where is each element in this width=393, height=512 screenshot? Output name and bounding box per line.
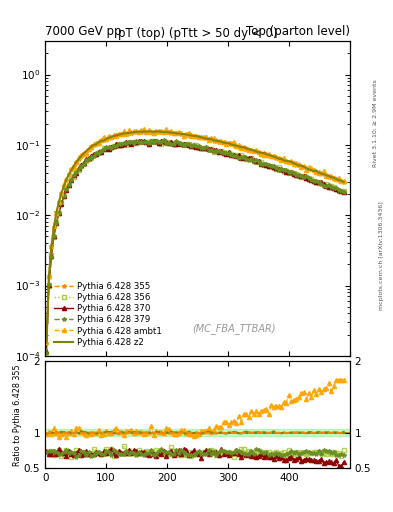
- Text: mcplots.cern.ch [arXiv:1306.3436]: mcplots.cern.ch [arXiv:1306.3436]: [380, 202, 384, 310]
- Bar: [45, 429, 350, 436]
- Legend: Pythia 6.428 355, Pythia 6.428 356, Pythia 6.428 370, Pythia 6.428 379, Pythia 6: Pythia 6.428 355, Pythia 6.428 356, Pyth…: [53, 280, 163, 348]
- Y-axis label: Ratio to Pythia 6.428 355: Ratio to Pythia 6.428 355: [13, 364, 22, 465]
- Text: Top (parton level): Top (parton level): [246, 26, 350, 38]
- Text: (MC_FBA_TTBAR): (MC_FBA_TTBAR): [192, 323, 276, 334]
- Text: Rivet 3.1.10; ≥ 2.9M events: Rivet 3.1.10; ≥ 2.9M events: [373, 79, 378, 167]
- Title: pT (top) (pTtt > 50 dy < 0): pT (top) (pTtt > 50 dy < 0): [118, 27, 277, 40]
- Text: 7000 GeV pp: 7000 GeV pp: [45, 26, 122, 38]
